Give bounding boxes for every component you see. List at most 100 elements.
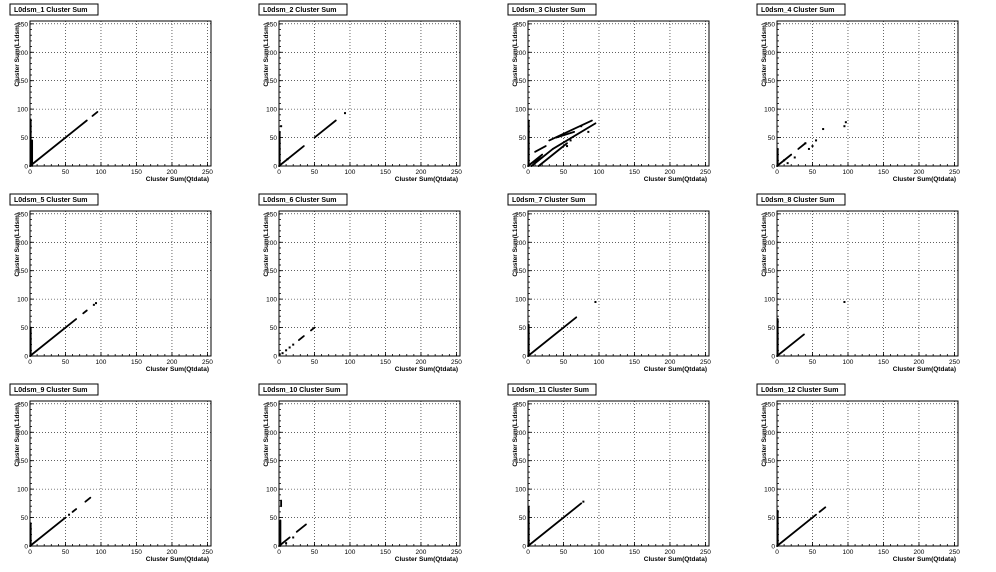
y-tick-label: 150 [764,268,775,275]
x-tick-label: 100 [594,549,605,556]
chart-panel-6: L0dsm_6 Cluster Sum 0 50 100 150 200 250 0 50 100… [258,193,462,373]
y-tick-label: 250 [764,211,775,218]
chart-panel-11: L0dsm_11 Cluster Sum 0 50 100 150 200 250 0 50 10… [507,383,711,563]
data-point [811,145,814,148]
y-tick-label: 150 [266,78,277,85]
x-tick-label: 50 [311,169,319,176]
data-point [580,125,583,128]
x-tick-label: 150 [131,169,142,176]
x-tick-label: 0 [775,359,779,366]
data-points-run [537,142,568,167]
x-tick-label: 0 [526,169,530,176]
x-tick-label: 50 [809,549,817,556]
y-axis-label: Cluster Sum(L1dsm) [761,23,768,87]
y-tick-label: 200 [17,240,28,247]
chart-title-box [756,383,846,396]
chart-title: L0dsm_5 Cluster Sum [14,197,88,204]
chart-panel-10: L0dsm_10 Cluster Sum 0 50 100 150 200 250 0 50 10… [258,383,462,563]
y-tick-label: 150 [515,78,526,85]
chart-title: L0dsm_10 Cluster Sum [263,387,340,394]
x-tick-label: 0 [28,549,32,556]
y-tick-label: 100 [515,107,526,114]
y-tick-label: 150 [17,78,28,85]
chart-panel-8: L0dsm_8 Cluster Sum 0 50 100 150 200 250 0 50 100… [756,193,960,373]
y-tick-label: 150 [515,458,526,465]
chart-title-box [507,193,597,206]
x-tick-label: 200 [167,169,178,176]
chart-title-box [9,383,99,396]
y-axis-label: Cluster Sum(L1dsm) [512,213,519,277]
x-tick-label: 200 [416,549,427,556]
data-point [582,500,585,503]
y-tick-label: 250 [17,21,28,28]
data-point [822,128,825,131]
chart-title-box [507,383,597,396]
x-tick-label: 100 [594,169,605,176]
x-axis-label: Cluster Sum(Qtdata) [644,176,707,183]
x-axis-label: Cluster Sum(Qtdata) [395,556,458,563]
x-tick-label: 50 [311,359,319,366]
y-tick-label: 0 [24,164,28,171]
data-points-run [278,145,305,167]
x-tick-label: 150 [380,359,391,366]
x-tick-label: 150 [629,549,640,556]
chart-title-box [9,193,99,206]
x-tick-label: 150 [878,169,889,176]
x-tick-label: 150 [629,169,640,176]
y-tick-label: 250 [515,211,526,218]
plot-frame [527,20,710,167]
x-tick-label: 250 [949,359,960,366]
y-tick-label: 50 [21,135,29,142]
x-tick-label: 150 [131,359,142,366]
data-point [793,156,796,159]
plot-frame [29,400,212,547]
data-point [843,125,846,128]
data-point [278,353,281,356]
y-tick-label: 0 [24,354,28,361]
data-points-run [84,496,92,503]
y-tick-label: 100 [266,107,277,114]
x-tick-label: 200 [914,359,925,366]
y-tick-label: 50 [21,515,29,522]
data-point [566,145,569,148]
data-points-run [527,502,583,547]
x-tick-label: 200 [416,359,427,366]
data-points-run [29,516,67,547]
x-axis-label: Cluster Sum(Qtdata) [146,366,209,373]
y-tick-label: 200 [515,240,526,247]
chart-title: L0dsm_12 Cluster Sum [761,387,838,394]
x-axis-label: Cluster Sum(Qtdata) [146,556,209,563]
x-tick-label: 250 [451,549,462,556]
y-tick-label: 50 [519,515,527,522]
y-tick-label: 50 [519,325,527,332]
data-points-run [776,333,805,357]
chart-title-box [258,193,348,206]
data-point [280,125,283,128]
x-tick-label: 50 [62,359,70,366]
y-tick-label: 50 [270,515,278,522]
y-tick-label: 100 [515,297,526,304]
y-tick-label: 0 [771,354,775,361]
y-tick-label: 50 [768,325,776,332]
y-tick-label: 150 [266,268,277,275]
data-points-run [71,508,78,513]
chart-title: L0dsm_6 Cluster Sum [263,197,337,204]
y-tick-label: 250 [515,401,526,408]
data-point [815,139,818,142]
plot-frame [776,20,959,167]
y-tick-label: 150 [764,458,775,465]
chart-title-box [9,3,99,16]
x-tick-label: 100 [843,169,854,176]
y-tick-label: 200 [515,430,526,437]
chart-panel-9: L0dsm_9 Cluster Sum 0 50 100 150 200 250 0 50 100… [9,383,213,563]
data-point [344,112,347,115]
chart-panel-12: L0dsm_12 Cluster Sum 0 50 100 150 200 250 0 50 10… [756,383,960,563]
x-tick-label: 250 [949,549,960,556]
data-points-run [91,111,99,117]
data-points-run [818,506,827,513]
x-tick-label: 50 [809,169,817,176]
chart-title: L0dsm_11 Cluster Sum [512,387,589,394]
chart-title: L0dsm_2 Cluster Sum [263,7,337,14]
x-tick-label: 100 [96,549,107,556]
x-tick-label: 50 [62,549,70,556]
